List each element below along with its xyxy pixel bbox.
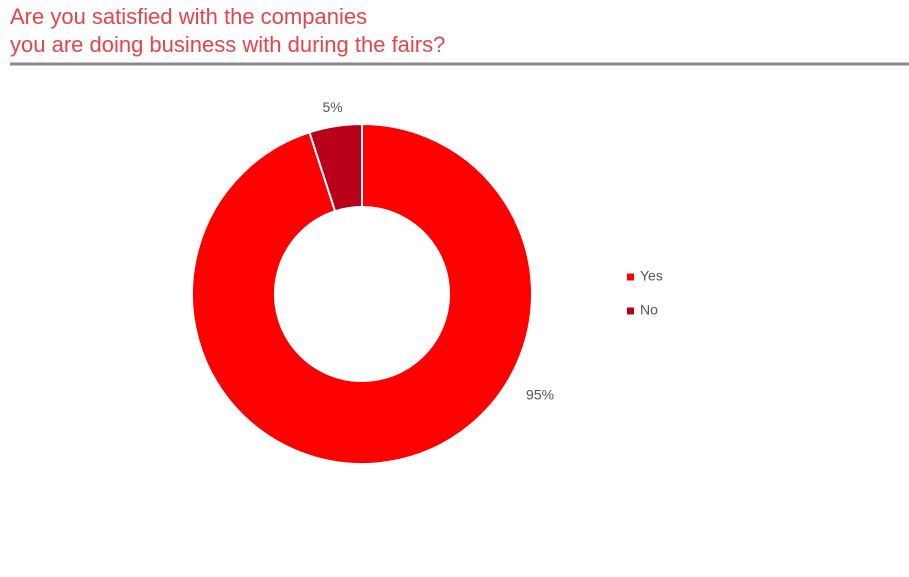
data-label: 5% bbox=[322, 99, 342, 115]
chart-title: you are doing business with during the f… bbox=[10, 32, 445, 57]
legend-label: No bbox=[640, 302, 658, 318]
donut-slice bbox=[308, 122, 363, 213]
legend-swatch bbox=[627, 307, 634, 315]
chart-title: Are you satisfied with the companies bbox=[10, 4, 367, 29]
data-label: 95% bbox=[526, 386, 554, 402]
donut-slice bbox=[191, 122, 533, 465]
legend-label: Yes bbox=[640, 268, 663, 284]
legend-swatch bbox=[627, 273, 634, 281]
